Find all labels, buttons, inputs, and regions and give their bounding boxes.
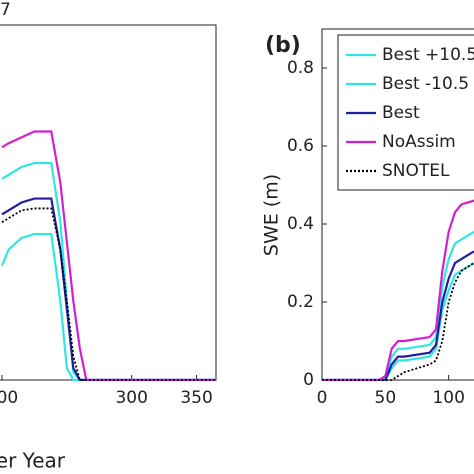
panel-title: (b)	[265, 33, 301, 58]
legend-label: NoAssim	[382, 132, 456, 152]
legend-label: Best +10.5 cm	[382, 45, 474, 65]
legend-label: Best	[382, 103, 420, 123]
x-tick-label: 200	[0, 388, 18, 408]
x-axis-label: Day of Water Year	[0, 449, 66, 473]
series-line	[322, 199, 474, 381]
axes-box	[321, 28, 474, 381]
legend-label: SNOTEL	[382, 161, 450, 181]
x-tick-label: 0	[317, 388, 328, 408]
series-line	[1, 207, 216, 381]
x-tick-label: 50	[375, 388, 397, 408]
series-line	[1, 130, 216, 381]
x-tick-label: 100	[432, 388, 464, 408]
series-line	[322, 262, 474, 381]
plot-area	[322, 199, 474, 381]
series-line	[1, 161, 216, 381]
series-line	[1, 197, 216, 381]
x-tick-label: 350	[180, 388, 212, 408]
panel-title: 7	[0, 0, 11, 20]
axes-box	[0, 24, 217, 381]
y-tick-label: 0	[303, 370, 314, 390]
y-tick-label: 0.2	[287, 292, 314, 312]
series-line	[322, 250, 474, 381]
series-line	[322, 262, 474, 381]
y-tick-label: 0.8	[287, 58, 314, 78]
legend-label: Best -10.5 cm	[382, 74, 474, 94]
y-axis-label: SWE (m)	[261, 174, 283, 256]
plot-area	[0, 130, 216, 381]
y-tick-label: 0.6	[287, 136, 314, 156]
x-tick-label: 300	[115, 388, 147, 408]
y-tick-label: 0.4	[287, 214, 314, 234]
series-line	[0, 232, 216, 381]
